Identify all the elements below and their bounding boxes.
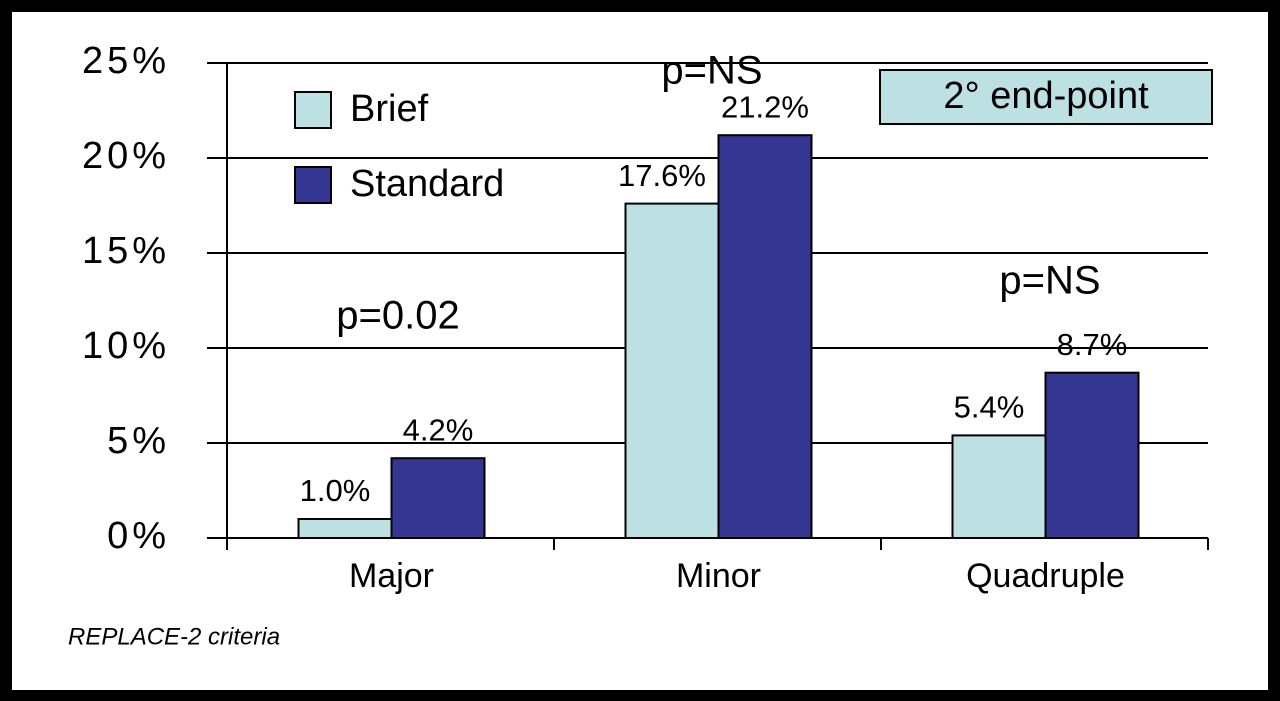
legend-swatch [294, 91, 332, 129]
bar [624, 202, 720, 539]
bar [297, 518, 393, 539]
value-label: 17.6% [618, 158, 706, 193]
y-tick-label: 5% [107, 420, 170, 462]
value-label: 1.0% [300, 473, 371, 508]
y-tick-label: 0% [107, 515, 170, 557]
bar [951, 434, 1047, 539]
value-label: 4.2% [403, 412, 474, 447]
legend-label: Standard [350, 163, 504, 205]
y-tick-label: 25% [82, 40, 170, 82]
annotation: p=0.02 [336, 294, 459, 338]
bar [1044, 371, 1140, 540]
x-tick-label: Major [349, 557, 434, 595]
bar [717, 134, 813, 539]
y-tick-label: 20% [82, 135, 170, 177]
legend-label: Brief [350, 88, 429, 130]
value-label: 5.4% [954, 390, 1025, 425]
footnote: REPLACE-2 criteria [68, 623, 280, 650]
y-tick-label: 15% [82, 230, 170, 272]
legend-swatch [294, 166, 332, 204]
annotation: p=NS [661, 49, 762, 93]
annotation: p=NS [999, 259, 1100, 303]
y-tick-label: 10% [82, 325, 170, 367]
value-label: 8.7% [1057, 327, 1128, 362]
value-label: 21.2% [721, 89, 809, 124]
bar [390, 457, 486, 540]
x-tick-label: Quadruple [966, 557, 1125, 595]
x-tick-label: Minor [676, 557, 761, 595]
annotation-box [879, 69, 1213, 125]
annotation-box-label: 2° end-point [943, 75, 1149, 117]
